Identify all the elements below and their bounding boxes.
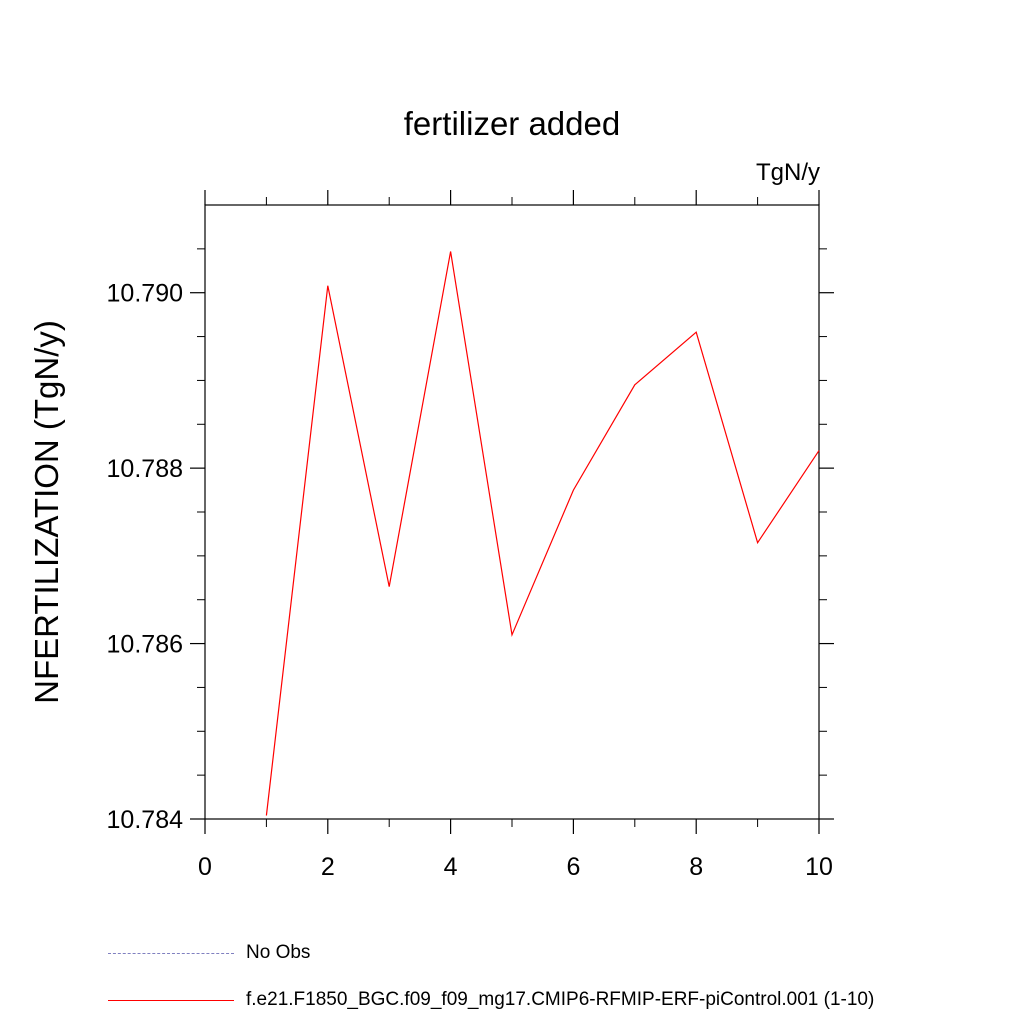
legend-label-no-obs: No Obs xyxy=(246,942,311,963)
axis-tick-labels: 0 2 4 6 8 10 10.784 10.786 10.788 10.790 xyxy=(107,280,833,881)
plot-frame xyxy=(204,204,820,820)
x-tick-label: 8 xyxy=(689,853,703,881)
x-tick-label: 0 xyxy=(198,853,212,881)
x-tick-label: 6 xyxy=(566,853,580,881)
y-tick-label: 10.788 xyxy=(107,455,183,483)
chart-title: fertilizer added xyxy=(404,105,620,142)
legend-swatch-no-obs xyxy=(108,952,234,954)
x-tick-label: 2 xyxy=(321,853,335,881)
x-tick-label: 10 xyxy=(805,853,833,881)
series-line xyxy=(265,251,820,816)
x-tick-label: 4 xyxy=(444,853,458,881)
units-label: TgN/y xyxy=(756,159,820,186)
legend-label-series: f.e21.F1850_BGC.f09_f09_mg17.CMIP6-RFMIP… xyxy=(246,989,875,1010)
y-tick-label: 10.790 xyxy=(107,280,183,308)
y-tick-label: 10.786 xyxy=(107,631,183,659)
legend-swatch-series xyxy=(108,999,234,1001)
axis-ticks xyxy=(190,190,834,834)
legend-item-no-obs: No Obs xyxy=(108,942,311,963)
legend-item-series: f.e21.F1850_BGC.f09_f09_mg17.CMIP6-RFMIP… xyxy=(108,989,875,1010)
y-axis-label: NFERTILIZATION (TgN/y) xyxy=(28,320,65,704)
series-group xyxy=(265,251,820,816)
y-tick-label: 10.784 xyxy=(107,806,184,834)
